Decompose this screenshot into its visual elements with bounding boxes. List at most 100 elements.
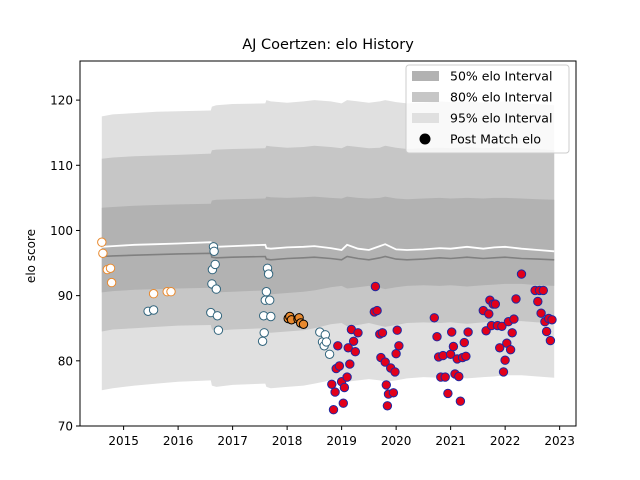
data-point (432, 332, 442, 342)
data-point (212, 311, 223, 321)
chart-title: AJ Coertzen: elo History (242, 37, 414, 53)
y-tick-label: 120 (50, 94, 73, 108)
data-point (380, 357, 390, 367)
data-point (455, 396, 466, 406)
data-point (511, 294, 521, 304)
data-point (298, 319, 309, 329)
data-point (448, 341, 459, 352)
data-point (265, 295, 275, 305)
data-point (438, 350, 448, 361)
data-point (328, 405, 339, 415)
data-point (105, 263, 116, 273)
legend-swatch (412, 92, 439, 102)
data-point (507, 328, 517, 338)
data-point (381, 380, 391, 390)
data-point (321, 337, 332, 347)
data-point (516, 269, 527, 279)
data-point (211, 284, 222, 294)
data-point (338, 398, 348, 408)
median-line (101, 252, 555, 261)
legend-marker (419, 133, 431, 145)
data-point (505, 345, 516, 355)
data-point (209, 246, 219, 257)
legend-label: 80% elo Interval (450, 90, 552, 105)
legend-label: 50% elo Interval (450, 69, 552, 84)
data-point (263, 269, 274, 279)
x-tick-label: 2015 (108, 434, 139, 448)
plot-area (79, 60, 577, 427)
x-tick-label: 2016 (163, 434, 194, 448)
data-point (461, 351, 471, 361)
data-point (327, 379, 337, 389)
data-point (345, 359, 355, 369)
y-tick-label: 70 (58, 420, 73, 434)
legend-swatch (412, 71, 439, 81)
data-point (324, 349, 335, 359)
data-point (392, 325, 402, 335)
x-tick-label: 2017 (217, 434, 248, 448)
data-point (210, 259, 220, 270)
data-point (459, 337, 469, 348)
legend-box (405, 64, 570, 154)
data-point (348, 336, 359, 346)
legend-label: 95% elo Interval (450, 111, 552, 126)
y-tick-label: 110 (50, 159, 73, 173)
data-point (261, 287, 272, 297)
data-point (490, 299, 500, 309)
data-point (547, 315, 557, 325)
data-point (350, 347, 360, 357)
data-point (538, 285, 548, 296)
data-point (454, 371, 464, 382)
data-point (443, 388, 453, 399)
legend: 50% elo Interval 80% elo Interval 95% elo … (405, 64, 570, 154)
data-point (353, 328, 363, 338)
data-point (429, 313, 439, 323)
data-point (495, 343, 505, 353)
x-tick-label: 2018 (272, 434, 303, 448)
data-point (343, 343, 353, 353)
data-point (382, 401, 393, 411)
data-point (498, 367, 509, 377)
x-tick-label: 2023 (544, 434, 575, 448)
y-axis: 70 80 90 100 110 120 (50, 94, 80, 434)
data-point (330, 387, 340, 397)
data-point (500, 355, 510, 365)
y-tick-label: 80 (58, 354, 73, 368)
band-50 (101, 196, 555, 295)
data-point (484, 309, 494, 319)
data-point (390, 367, 400, 377)
data-point (97, 237, 107, 247)
data-point (334, 361, 345, 371)
data-point (259, 328, 269, 338)
data-point (148, 289, 159, 299)
x-tick-label: 2022 (490, 434, 521, 448)
x-axis: 2015 2016 2017 2018 2019 2020 2021 2022 2023 (108, 426, 575, 448)
y-tick-label: 90 (58, 289, 73, 303)
data-point (388, 388, 399, 398)
data-point (166, 287, 176, 297)
data-point (339, 382, 350, 393)
data-point (266, 311, 276, 322)
legend-swatch (412, 113, 439, 123)
data-point (463, 327, 473, 337)
x-tick-label: 2019 (326, 434, 357, 448)
y-axis-label: elo score (24, 229, 38, 283)
data-point (98, 248, 108, 259)
x-tick-label: 2021 (435, 434, 466, 448)
data-point (394, 341, 404, 351)
data-point (213, 325, 224, 335)
data-point (106, 277, 117, 288)
data-point (447, 327, 457, 337)
data-point (533, 296, 543, 307)
data-point (148, 305, 159, 315)
data-point (342, 372, 352, 382)
data-point (391, 349, 401, 359)
data-point (257, 336, 268, 346)
plot-frame (79, 60, 577, 427)
data-point (541, 326, 552, 337)
data-point (370, 281, 381, 292)
x-tick-label: 2020 (381, 434, 412, 448)
data-point (509, 314, 519, 324)
data-point (333, 341, 343, 351)
